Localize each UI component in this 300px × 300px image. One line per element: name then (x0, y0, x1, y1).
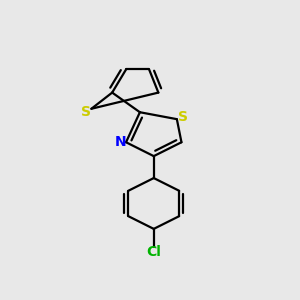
Text: S: S (81, 105, 91, 119)
Text: S: S (178, 110, 188, 124)
Text: N: N (114, 135, 126, 149)
Text: Cl: Cl (146, 245, 161, 259)
